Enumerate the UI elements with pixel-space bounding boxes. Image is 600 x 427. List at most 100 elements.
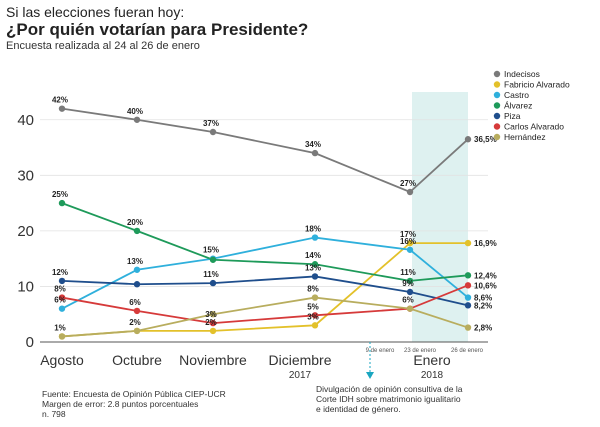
data-point [133,327,141,335]
chart-title: ¿Por quién votarían para Presidente? [6,20,309,39]
data-label: 16% [400,237,416,246]
y-tick-label: 10 [17,278,34,295]
data-point [133,281,141,288]
legend-label: Fabricio Alvarado [504,80,570,90]
data-label: 15% [203,246,219,255]
data-point [464,282,472,289]
chart-header: Si las elecciones fueran hoy: ¿Por quién… [6,4,308,53]
series-line [61,202,469,282]
highlight-period [412,92,468,342]
grid [40,119,488,343]
legend-label: Indecisos [504,69,540,79]
data-point [209,128,217,136]
data-point [406,288,414,296]
data-label: 2,8% [474,324,492,333]
data-label: 3% [205,310,217,319]
data-label: 13% [305,263,321,272]
header-line1: Si las elecciones fueran hoy: [6,4,185,20]
data-point [133,307,141,315]
series-line [61,236,469,310]
x-date-label: 23 de enero [404,348,437,354]
data-label: 17% [400,230,416,239]
data-label: 36,5% [474,135,497,144]
data-point [209,256,217,263]
legend-marker [493,133,501,141]
legend-marker [493,123,501,130]
data-label: 37% [203,119,219,128]
footer-source: Fuente: Encuesta de Opinión Pública CIEP… [42,389,226,419]
data-point [464,302,472,309]
data-point [464,272,472,279]
y-tick-label: 30 [17,167,34,184]
data-point [58,305,66,312]
sample-text: n. 798 [42,409,66,419]
data-point [58,105,66,112]
series-labels: 42%40%37%34%27%36,5%1%2% 2%3%17%16,9%6%13… [52,96,497,333]
data-label: 8,2% [474,301,492,310]
data-label: 34% [305,140,321,149]
x-date-label: 26 de enero [451,348,484,354]
data-point [406,305,414,312]
data-label: 18% [305,225,321,234]
x-tick-label: Agosto [40,352,84,368]
data-point [464,294,472,301]
legend-marker [493,102,501,109]
data-point [209,279,217,287]
data-label: 20% [127,218,143,227]
margin-text: Margen de error: 2.8 puntos porcentuales [42,399,199,409]
data-label: 10,6% [474,281,497,290]
data-label: 3% [307,312,319,321]
data-label: 12% [52,268,68,277]
data-point [311,322,319,329]
data-point [311,234,319,241]
data-label: 8,6% [474,294,492,303]
legend-label: Piza [504,111,521,121]
event-note: Divulgación de opinión consultiva de la … [316,384,463,414]
data-label: 2% [129,318,141,327]
data-point [464,136,472,143]
legend-label: Álvarez [504,101,532,111]
x-tick-sublabel: 2017 [289,370,312,381]
series-lines [61,107,469,338]
x-tick-label: Enero [413,352,451,368]
data-label: 6% [54,296,66,305]
x-tick-label: Diciembre [268,352,331,368]
y-tick-label: 0 [26,334,34,351]
data-label: 12,4% [474,271,497,280]
legend-label: Castro [504,90,529,100]
data-label: 8% [54,285,66,294]
x-tick-sublabel: 2018 [421,370,444,381]
data-point [311,312,319,319]
legend-marker [493,112,501,120]
series-line [61,296,469,338]
data-point [58,277,66,285]
data-label: 40% [127,107,143,116]
data-point [311,273,319,280]
x-tick-label: Octubre [112,352,162,368]
legend-label: Carlos Alvarado [504,122,564,132]
data-point [58,294,66,301]
data-label: 11% [400,268,416,277]
data-point [406,239,414,247]
data-point [133,266,141,273]
x-axis: Agosto Octubre Noviembre Diciembre 2017 Enero… [40,348,483,381]
y-axis: 0 10 20 30 40 [17,112,34,351]
data-label: 6% [402,296,414,305]
source-text: Fuente: Encuesta de Opinión Pública CIEP… [42,389,226,399]
series-points [58,105,472,340]
series-line [61,107,469,194]
legend-marker [493,70,501,78]
series-line [61,275,469,307]
data-label: 16,9% [474,239,497,248]
data-point [464,239,472,247]
data-point [209,327,217,335]
data-label: 2% [205,318,217,327]
data-point [464,324,472,331]
data-label: 11% [203,270,219,279]
legend-marker [493,91,501,99]
data-point [406,188,414,196]
data-label: 27% [400,179,416,188]
x-tick-label: Noviembre [179,352,247,368]
